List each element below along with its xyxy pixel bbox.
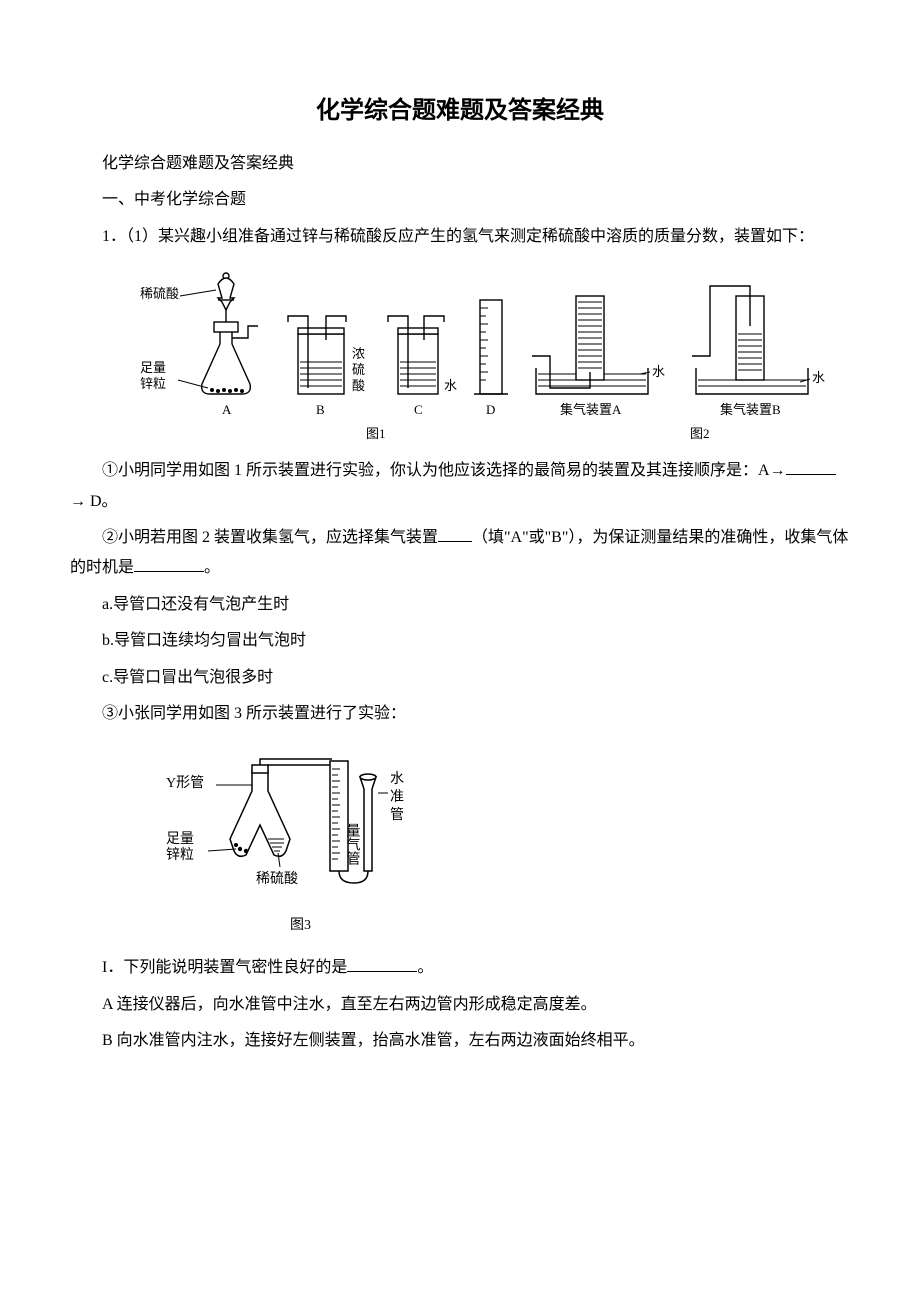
option-b: b.导管口连续均匀冒出气泡时 <box>70 626 850 656</box>
i-line: I．下列能说明装置气密性良好的是 。 <box>70 953 850 983</box>
y-tube <box>230 759 332 856</box>
svg-text:水: 水 <box>812 370 825 385</box>
i-text-b: 。 <box>417 959 433 976</box>
svg-text:稀硫酸: 稀硫酸 <box>256 871 298 887</box>
gas-device-b: 水 集气装置B <box>692 286 825 417</box>
q1-1-text-b: → D。 <box>70 493 118 510</box>
figure-1-2: 稀硫酸 足量 锌粒 A <box>130 262 850 442</box>
device-b: 浓 硫 酸 B <box>288 316 365 417</box>
page-title: 化学综合题难题及答案经典 <box>70 90 850 125</box>
svg-text:锌粒: 锌粒 <box>166 847 194 863</box>
subtitle-line: 化学综合题难题及答案经典 <box>70 149 850 179</box>
q1-2-text-c: 。 <box>204 559 220 576</box>
blank-2 <box>438 524 472 542</box>
svg-text:水: 水 <box>444 378 457 393</box>
q1-sub3: ③小张同学用如图 3 所示装置进行了实验： <box>70 699 850 729</box>
section-heading: 一、中考化学综合题 <box>70 185 850 215</box>
blank-4 <box>347 955 417 973</box>
svg-text:水: 水 <box>390 771 404 787</box>
svg-text:图1: 图1 <box>366 426 386 441</box>
svg-text:足量: 足量 <box>166 831 194 847</box>
svg-text:浓: 浓 <box>352 346 365 361</box>
svg-text:足量: 足量 <box>140 360 166 375</box>
svg-text:锌粒: 锌粒 <box>140 376 166 391</box>
svg-text:量气管: 量气管 <box>345 823 361 865</box>
gas-device-a: 水 集气装置A <box>532 296 665 417</box>
q1-2-text-a: ②小明若用图 2 装置收集氢气，应选择集气装置 <box>102 529 438 546</box>
i-text-a: I．下列能说明装置气密性良好的是 <box>102 959 347 976</box>
q1-1-text-a: ①小明同学用如图 1 所示装置进行实验，你认为他应该选择的最简易的装置及其连接顺… <box>102 462 786 479</box>
q1-sub2: ②小明若用图 2 装置收集氢气，应选择集气装置（填"A"或"B"），为保证测量结… <box>70 523 850 584</box>
svg-text:集气装置B: 集气装置B <box>720 402 781 417</box>
svg-text:C: C <box>414 402 423 417</box>
svg-text:水: 水 <box>652 364 665 379</box>
svg-text:准: 准 <box>390 789 404 805</box>
svg-text:Y形管: Y形管 <box>166 775 204 791</box>
svg-text:稀硫酸: 稀硫酸 <box>140 286 179 301</box>
device-a: 稀硫酸 足量 锌粒 A <box>140 273 258 417</box>
q1-intro: 1．（1）某兴趣小组准备通过锌与稀硫酸反应产生的氢气来测定稀硫酸中溶质的质量分数… <box>70 222 850 252</box>
level-tube <box>360 774 376 871</box>
svg-text:D: D <box>486 402 495 417</box>
svg-text:硫: 硫 <box>352 362 365 377</box>
option-c: c.导管口冒出气泡很多时 <box>70 663 850 693</box>
i-option-b: B 向水准管内注水，连接好左侧装置，抬高水准管，左右两边液面始终相平。 <box>70 1026 850 1056</box>
i-option-a: A 连接仪器后，向水准管中注水，直至左右两边管内形成稳定高度差。 <box>70 990 850 1020</box>
svg-text:A: A <box>222 402 232 417</box>
device-d: D <box>474 300 508 417</box>
figure-3: Y形管 足量 锌粒 稀硫酸 <box>160 743 850 943</box>
blank-1 <box>786 458 836 476</box>
svg-text:集气装置A: 集气装置A <box>560 402 622 417</box>
svg-text:酸: 酸 <box>352 378 365 393</box>
svg-text:B: B <box>316 402 325 417</box>
svg-text:管: 管 <box>390 807 404 823</box>
blank-3 <box>134 555 204 573</box>
q1-sub1: ①小明同学用如图 1 所示装置进行实验，你认为他应该选择的最简易的装置及其连接顺… <box>70 456 850 517</box>
svg-text:图2: 图2 <box>690 426 710 441</box>
svg-text:图3: 图3 <box>290 918 311 933</box>
option-a: a.导管口还没有气泡产生时 <box>70 590 850 620</box>
device-c: 水 C <box>388 316 457 417</box>
